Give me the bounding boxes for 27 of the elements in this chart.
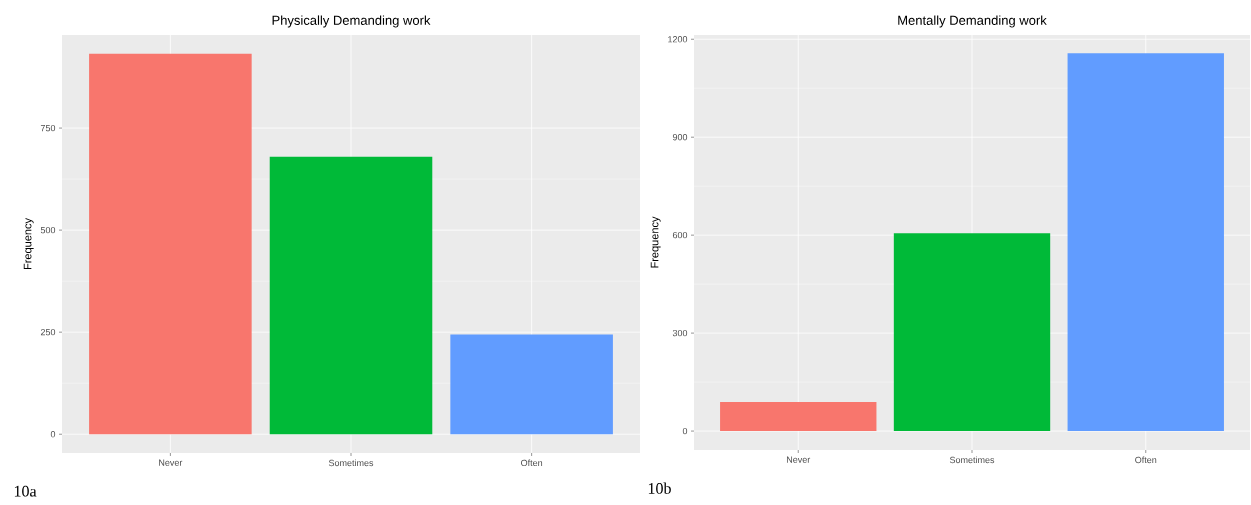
text: 10a [14, 485, 37, 497]
bar [450, 334, 613, 435]
bar [893, 233, 1051, 432]
x-tick-label: Never [786, 456, 811, 463]
chart-title: Mentally Demanding work [898, 15, 1047, 28]
y-tick-label: 750 [40, 124, 56, 132]
y-tick-label: 0 [682, 427, 688, 435]
y-axis-title: Frequency [23, 218, 34, 270]
y-axis-title: Frequency [650, 216, 661, 268]
bar [1067, 53, 1224, 432]
x-tick-label: Sometimes [328, 459, 374, 467]
x-tick-label: Often [1135, 456, 1157, 464]
y-tick-label: 250 [40, 328, 56, 336]
y-tick-label: 0 [50, 431, 56, 438]
y-tick-label: 1200 [668, 36, 688, 43]
x-tick-label: Never [159, 459, 183, 466]
x-tick-label: Often [521, 459, 543, 467]
y-tick-label: 600 [672, 231, 688, 239]
y-tick-label: 900 [672, 134, 688, 141]
y-tick-label: 300 [672, 329, 688, 337]
y-tick-label: 500 [40, 226, 56, 234]
bar [89, 53, 252, 435]
text: 10b [648, 482, 671, 494]
chart-title: Physically Demanding work [272, 15, 431, 28]
bar [720, 402, 877, 432]
bar [269, 156, 433, 435]
x-tick-label: Sometimes [949, 456, 995, 464]
